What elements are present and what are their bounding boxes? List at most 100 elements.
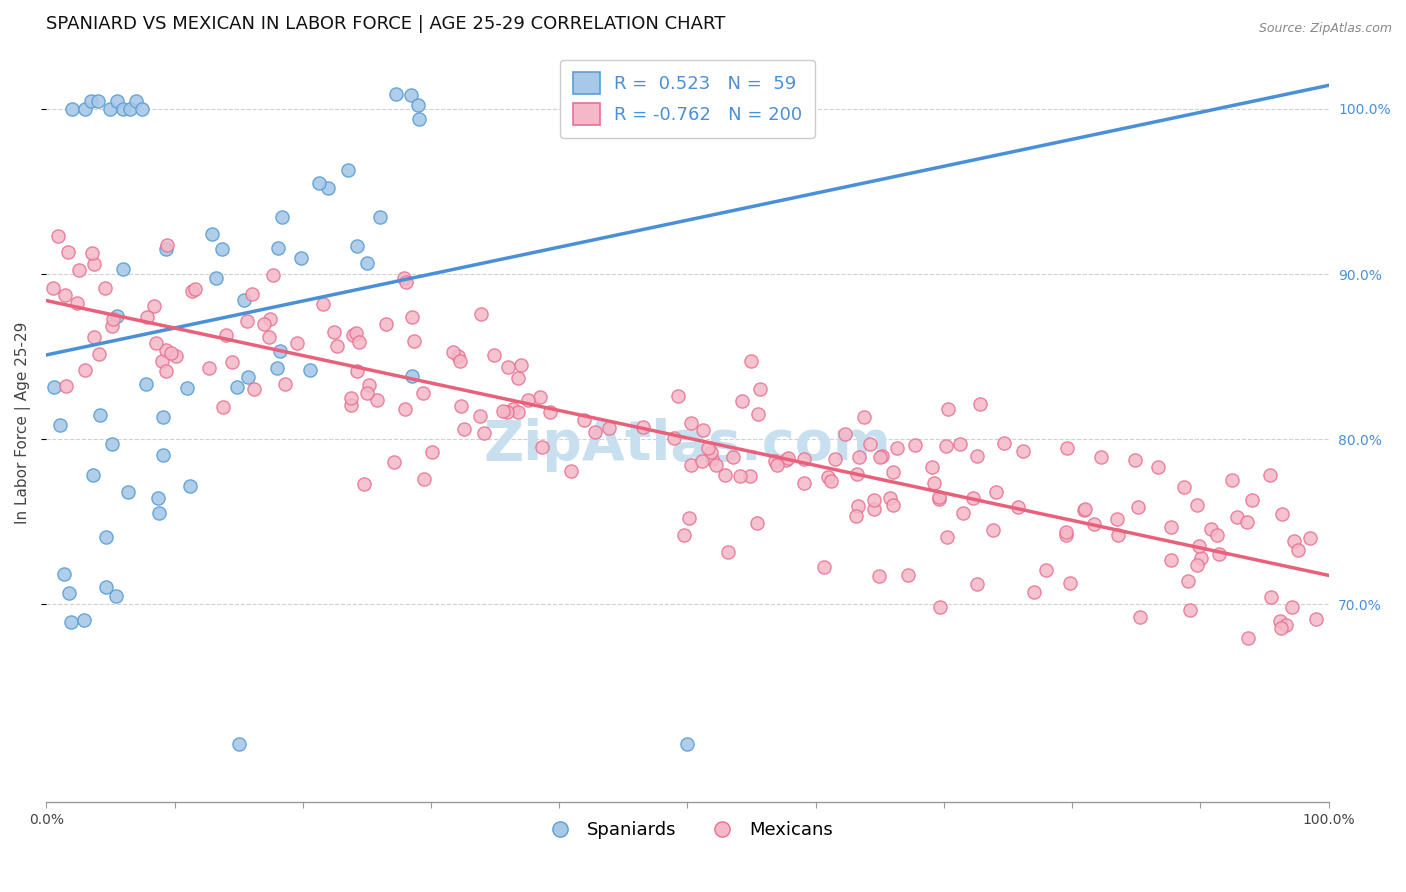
Y-axis label: In Labor Force | Age 25-29: In Labor Force | Age 25-29 bbox=[15, 321, 31, 524]
Point bbox=[1056, 441, 1078, 455]
Point bbox=[1236, 516, 1258, 530]
Point bbox=[112, 261, 135, 276]
Point bbox=[1147, 460, 1170, 475]
Point bbox=[793, 451, 815, 466]
Point bbox=[449, 354, 471, 368]
Point bbox=[986, 485, 1008, 500]
Point bbox=[359, 377, 381, 392]
Point bbox=[211, 400, 233, 414]
Point bbox=[211, 242, 233, 256]
Point bbox=[1275, 618, 1298, 632]
Point bbox=[690, 453, 713, 467]
Point bbox=[679, 416, 702, 430]
Point bbox=[1054, 524, 1077, 539]
Point bbox=[879, 491, 901, 505]
Point bbox=[441, 344, 464, 359]
Point bbox=[740, 354, 762, 368]
Point bbox=[125, 94, 148, 108]
Point bbox=[852, 409, 875, 424]
Point bbox=[502, 402, 524, 417]
Point bbox=[1260, 591, 1282, 605]
Point bbox=[560, 464, 582, 478]
Point bbox=[1189, 551, 1212, 566]
Point bbox=[516, 393, 538, 408]
Point bbox=[368, 210, 391, 224]
Point bbox=[1187, 539, 1209, 553]
Point bbox=[936, 401, 959, 416]
Point bbox=[347, 334, 370, 349]
Point bbox=[82, 468, 104, 483]
Point bbox=[262, 268, 284, 282]
Point bbox=[184, 282, 207, 296]
Point bbox=[385, 87, 408, 102]
Point bbox=[233, 293, 256, 307]
Point bbox=[412, 386, 434, 401]
Point bbox=[666, 389, 689, 403]
Point bbox=[936, 530, 959, 544]
Point bbox=[506, 370, 529, 384]
Point bbox=[105, 590, 128, 604]
Point bbox=[824, 452, 846, 467]
Point bbox=[858, 437, 880, 451]
Point bbox=[135, 377, 157, 392]
Point bbox=[1270, 621, 1292, 635]
Point bbox=[1090, 450, 1112, 464]
Point bbox=[118, 102, 141, 116]
Point bbox=[766, 458, 789, 472]
Point bbox=[948, 437, 970, 451]
Point bbox=[346, 364, 368, 378]
Point bbox=[42, 281, 65, 295]
Point bbox=[285, 336, 308, 351]
Point bbox=[1241, 493, 1264, 508]
Text: Source: ZipAtlas.com: Source: ZipAtlas.com bbox=[1258, 22, 1392, 36]
Point bbox=[738, 468, 761, 483]
Point bbox=[94, 281, 117, 295]
Point bbox=[270, 211, 292, 225]
Point bbox=[215, 328, 238, 343]
Point bbox=[1126, 500, 1149, 514]
Point bbox=[676, 738, 699, 752]
Point bbox=[160, 346, 183, 360]
Point bbox=[53, 566, 76, 581]
Point bbox=[86, 94, 108, 108]
Point bbox=[969, 397, 991, 411]
Point bbox=[401, 369, 423, 384]
Text: ZipAtlas.com: ZipAtlas.com bbox=[484, 418, 891, 473]
Point bbox=[60, 102, 83, 116]
Point bbox=[155, 242, 177, 256]
Point bbox=[538, 405, 561, 419]
Point bbox=[1270, 615, 1292, 629]
Point bbox=[101, 312, 124, 326]
Point bbox=[225, 380, 247, 394]
Point bbox=[242, 286, 264, 301]
Point bbox=[290, 251, 312, 265]
Point bbox=[747, 407, 769, 421]
Point bbox=[266, 240, 288, 254]
Point bbox=[1173, 479, 1195, 493]
Point bbox=[496, 359, 519, 374]
Point bbox=[717, 544, 740, 558]
Point bbox=[117, 485, 139, 500]
Point bbox=[308, 176, 330, 190]
Point bbox=[148, 491, 170, 506]
Point bbox=[633, 419, 655, 434]
Point bbox=[1107, 528, 1129, 542]
Point bbox=[848, 450, 870, 464]
Point bbox=[165, 349, 187, 363]
Point bbox=[1226, 509, 1249, 524]
Point bbox=[450, 399, 472, 413]
Point bbox=[697, 441, 720, 455]
Point bbox=[55, 379, 77, 393]
Point bbox=[993, 436, 1015, 450]
Point bbox=[274, 377, 297, 392]
Point bbox=[679, 458, 702, 473]
Point bbox=[44, 379, 66, 393]
Point bbox=[406, 97, 429, 112]
Point bbox=[46, 228, 69, 243]
Point bbox=[496, 405, 519, 419]
Point bbox=[176, 381, 198, 395]
Point bbox=[67, 263, 90, 277]
Point bbox=[339, 391, 361, 405]
Point bbox=[1177, 574, 1199, 589]
Point bbox=[101, 437, 124, 451]
